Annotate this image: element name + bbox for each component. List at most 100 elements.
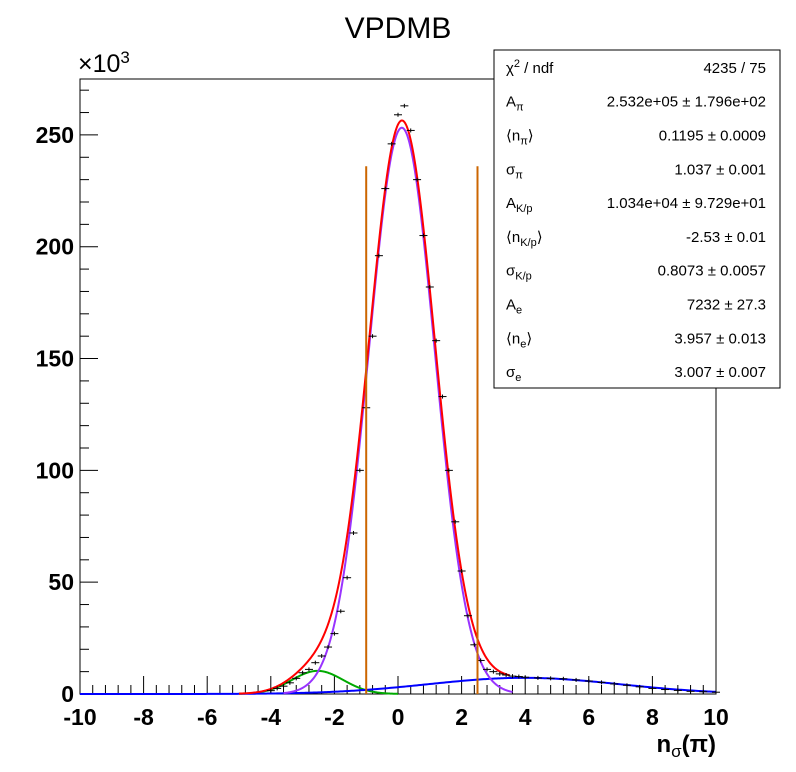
fit-curve-electron xyxy=(80,676,717,695)
data-point xyxy=(635,684,644,689)
data-point xyxy=(514,674,523,679)
stats-box-frame xyxy=(493,49,781,389)
stats-row-value: 2.532e+05 ± 1.796e+02 xyxy=(607,94,766,111)
stats-row-label: σe xyxy=(506,364,521,384)
x-label-main: n xyxy=(656,731,671,758)
stats-row-label: ⟨ne⟩ xyxy=(506,330,532,350)
stats-row-value: 1.034e+04 ± 9.729e+01 xyxy=(607,195,766,212)
x-tick-label: -10 xyxy=(63,704,96,730)
data-point xyxy=(451,519,460,524)
data-point xyxy=(266,688,275,693)
data-point xyxy=(336,609,345,614)
data-point xyxy=(343,575,352,580)
data-point xyxy=(304,667,313,672)
data-point xyxy=(610,681,619,686)
stats-row-value: 0.8073 ± 0.0057 xyxy=(658,263,766,280)
y-tick-label: 100 xyxy=(36,457,74,483)
x-tick-label: -2 xyxy=(324,704,344,730)
stats-row-value: 3.007 ± 0.007 xyxy=(674,364,766,381)
data-point xyxy=(521,675,530,680)
data-point xyxy=(349,530,358,535)
stats-row-label: χ2 / ndf xyxy=(506,58,554,77)
y-tick-label: 50 xyxy=(48,569,74,595)
x-tick-label: 0 xyxy=(392,704,405,730)
data-point xyxy=(311,660,320,665)
data-point xyxy=(648,686,657,691)
data-point xyxy=(444,468,453,473)
stats-row-label: σK/p xyxy=(506,263,532,283)
data-point xyxy=(597,680,606,685)
x-axis-label: nσ(π) xyxy=(656,731,716,761)
data-point xyxy=(483,667,492,672)
stats-row-value: -2.53 ± 0.01 xyxy=(686,229,766,246)
data-point xyxy=(413,177,422,182)
y-axis-multiplier: ×103 xyxy=(78,48,130,78)
y-multiplier-exponent: 3 xyxy=(120,48,129,67)
data-point xyxy=(374,253,383,258)
stats-row-value: 1.037 ± 0.001 xyxy=(674,161,766,178)
data-point xyxy=(279,684,288,689)
y-tick-label: 150 xyxy=(36,346,74,372)
data-point xyxy=(381,186,390,191)
y-tick-label: 0 xyxy=(61,681,74,707)
x-tick-label: 2 xyxy=(455,704,468,730)
svg-text:×103: ×103 xyxy=(78,48,130,78)
fit-curve-total xyxy=(238,119,510,695)
data-point xyxy=(686,689,695,694)
stats-row-label: Ae xyxy=(506,297,522,317)
data-point xyxy=(298,670,307,675)
x-label-subscript: σ xyxy=(671,742,682,761)
data-point xyxy=(425,284,434,289)
x-tick-label: 10 xyxy=(703,704,729,730)
data-point xyxy=(546,676,555,681)
data-point xyxy=(368,334,377,339)
data-point xyxy=(533,675,542,680)
data-point xyxy=(400,103,409,108)
stats-row-label: ⟨nK/p⟩ xyxy=(506,229,543,249)
stats-row-label: AK/p xyxy=(506,195,533,215)
data-point xyxy=(438,394,447,399)
data-point xyxy=(273,686,282,691)
stats-row-value: 4235 / 75 xyxy=(703,60,766,77)
data-point xyxy=(330,631,339,636)
stats-row-value: 7232 ± 27.3 xyxy=(687,297,766,314)
stats-row-value: 0.1195 ± 0.0009 xyxy=(659,128,766,145)
stats-row-value: 3.957 ± 0.013 xyxy=(674,330,766,347)
data-point xyxy=(699,689,708,694)
data-point xyxy=(712,690,720,695)
svg-text:nσ(π): nσ(π) xyxy=(656,731,716,761)
data-point xyxy=(457,569,466,573)
data-point xyxy=(489,669,498,674)
chart-title: VPDMB xyxy=(345,12,452,45)
data-point xyxy=(432,338,441,343)
data-point xyxy=(317,653,326,658)
x-tick-label: 4 xyxy=(519,704,532,730)
x-label-tail: (π) xyxy=(682,731,716,758)
data-point xyxy=(584,679,593,684)
data-point xyxy=(394,112,402,117)
y-tick-label: 250 xyxy=(36,122,74,148)
data-point xyxy=(559,676,568,681)
y-tick-label: 200 xyxy=(36,234,74,260)
stats-row-label: σπ xyxy=(506,161,523,181)
x-tick-label: -6 xyxy=(197,704,217,730)
data-point xyxy=(292,676,301,681)
data-point xyxy=(324,645,333,650)
y-multiplier-base: ×10 xyxy=(78,50,120,78)
x-tick-label: 6 xyxy=(582,704,595,730)
data-point xyxy=(572,677,581,682)
data-point xyxy=(355,468,364,473)
data-point xyxy=(495,671,504,676)
data-point xyxy=(387,141,396,146)
data-point xyxy=(622,683,631,688)
data-point xyxy=(502,672,511,677)
stats-row-label: Aπ xyxy=(506,94,524,114)
data-point xyxy=(406,128,415,133)
x-tick-label: -4 xyxy=(261,704,282,730)
data-point xyxy=(419,233,428,238)
data-point xyxy=(673,688,682,693)
data-point xyxy=(661,687,670,692)
x-tick-label: -8 xyxy=(133,704,154,730)
data-point xyxy=(463,613,472,618)
